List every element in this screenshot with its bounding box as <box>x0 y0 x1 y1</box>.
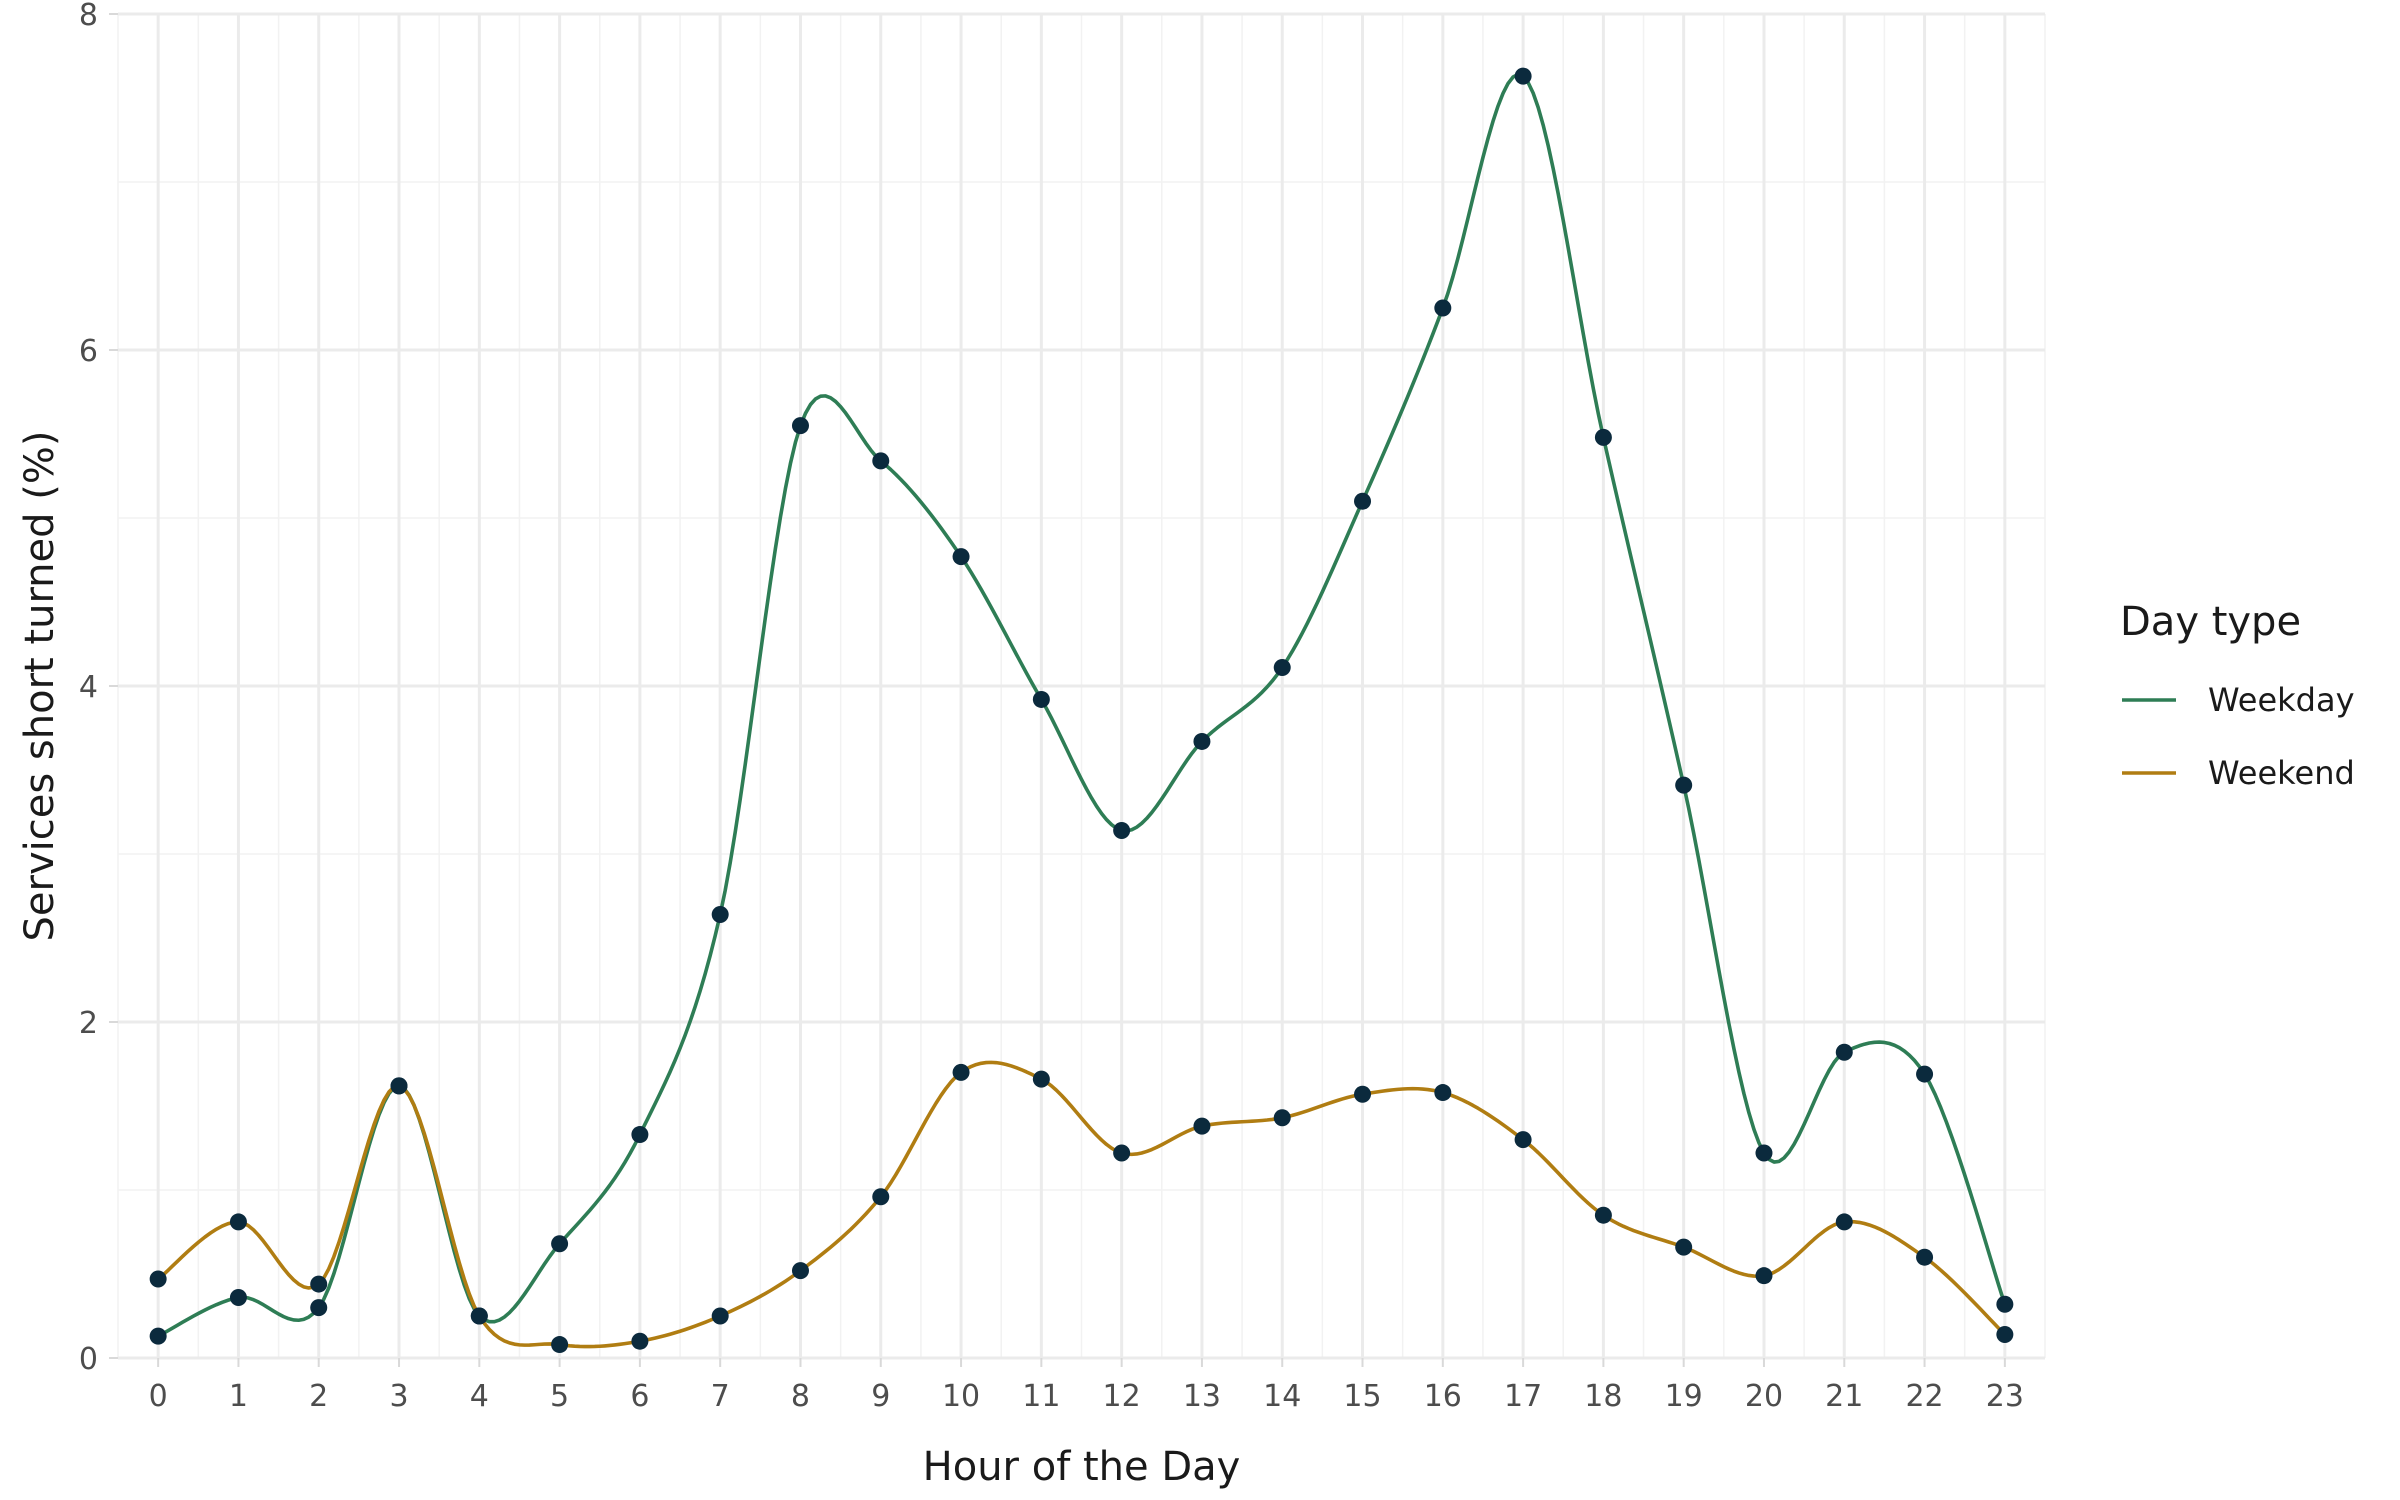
data-point-weekend-10 <box>952 1063 970 1081</box>
data-point-weekend-13 <box>1193 1117 1211 1135</box>
x-tick-label: 18 <box>1584 1379 1622 1414</box>
x-tick-label: 22 <box>1905 1379 1943 1414</box>
y-tick-label: 6 <box>79 334 98 369</box>
legend-item-weekday: Weekday <box>2122 681 2355 719</box>
data-point-weekday-7 <box>711 905 729 923</box>
y-tick-label: 8 <box>79 0 98 33</box>
data-point-weekend-4 <box>470 1307 488 1325</box>
x-tick-label: 3 <box>389 1379 408 1414</box>
data-point-weekend-17 <box>1514 1131 1532 1149</box>
data-point-weekday-18 <box>1594 428 1612 446</box>
data-point-weekday-5 <box>551 1235 569 1253</box>
data-point-weekday-22 <box>1916 1065 1934 1083</box>
data-point-weekday-12 <box>1113 821 1131 839</box>
data-point-weekday-19 <box>1675 776 1693 794</box>
data-point-weekend-16 <box>1434 1084 1452 1102</box>
data-points <box>149 67 2014 1354</box>
data-point-weekend-2 <box>310 1275 328 1293</box>
data-point-weekend-9 <box>872 1188 890 1206</box>
x-tick-label: 8 <box>791 1379 810 1414</box>
data-point-weekend-20 <box>1755 1267 1773 1285</box>
data-point-weekday-9 <box>872 452 890 470</box>
data-point-weekday-1 <box>229 1289 247 1307</box>
data-point-weekday-13 <box>1193 732 1211 750</box>
data-point-weekend-3 <box>390 1077 408 1095</box>
legend-title: Day type <box>2120 599 2301 645</box>
data-point-weekday-10 <box>952 548 970 566</box>
y-tick-label: 2 <box>79 1006 98 1041</box>
data-point-weekday-14 <box>1273 659 1291 677</box>
data-point-weekend-22 <box>1916 1248 1934 1266</box>
y-tick-label: 4 <box>79 670 98 705</box>
data-point-weekday-0 <box>149 1327 167 1345</box>
data-point-weekend-0 <box>149 1270 167 1288</box>
x-tick-label: 14 <box>1263 1379 1301 1414</box>
x-tick-label: 15 <box>1343 1379 1381 1414</box>
legend-label-weekend: Weekend <box>2208 754 2355 792</box>
x-tick-label: 1 <box>229 1379 248 1414</box>
data-point-weekend-1 <box>229 1213 247 1231</box>
x-tick-label: 0 <box>149 1379 168 1414</box>
data-point-weekend-21 <box>1835 1213 1853 1231</box>
x-axis-title: Hour of the Day <box>923 1444 1241 1490</box>
series-line-weekend <box>156 1060 2007 1349</box>
legend-items: Weekday Weekend <box>2122 681 2355 792</box>
data-point-weekday-21 <box>1835 1043 1853 1061</box>
series-lines <box>156 72 2007 1349</box>
grid <box>117 12 2046 1360</box>
x-tick-label: 7 <box>711 1379 730 1414</box>
data-point-weekend-12 <box>1113 1144 1131 1162</box>
x-tick-label: 17 <box>1504 1379 1542 1414</box>
legend: Day type Weekday Weekend <box>2120 599 2355 792</box>
data-point-weekend-6 <box>631 1332 649 1350</box>
y-tick-label: 0 <box>79 1342 98 1377</box>
x-tick-label: 11 <box>1022 1379 1060 1414</box>
x-tick-label: 16 <box>1424 1379 1462 1414</box>
data-point-weekday-8 <box>791 417 809 435</box>
x-tick-label: 19 <box>1665 1379 1703 1414</box>
data-point-weekend-18 <box>1594 1206 1612 1224</box>
data-point-weekday-2 <box>310 1299 328 1317</box>
y-axis-title: Services short turned (%) <box>17 431 63 942</box>
data-point-weekend-19 <box>1675 1238 1693 1256</box>
x-tick-label: 10 <box>942 1379 980 1414</box>
data-point-weekend-15 <box>1354 1085 1372 1103</box>
x-axis: 0 1 2 3 4 5 6 7 8 9 10 11 12 13 14 15 16 17 18 19 20 21 22 23 <box>149 1358 2024 1414</box>
data-point-weekend-8 <box>791 1262 809 1280</box>
data-point-weekend-7 <box>711 1307 729 1325</box>
x-tick-label: 13 <box>1183 1379 1221 1414</box>
data-point-weekend-11 <box>1032 1070 1050 1088</box>
x-tick-label: 12 <box>1103 1379 1141 1414</box>
legend-label-weekday: Weekday <box>2208 681 2355 719</box>
data-point-weekday-20 <box>1755 1144 1773 1162</box>
x-tick-label: 9 <box>871 1379 890 1414</box>
y-axis: 0 2 4 6 8 <box>79 0 118 1377</box>
data-point-weekend-23 <box>1996 1325 2014 1343</box>
data-point-weekday-17 <box>1514 67 1532 85</box>
x-tick-label: 6 <box>630 1379 649 1414</box>
data-point-weekday-6 <box>631 1126 649 1144</box>
x-tick-label: 5 <box>550 1379 569 1414</box>
x-tick-label: 4 <box>470 1379 489 1414</box>
data-point-weekday-11 <box>1032 690 1050 708</box>
x-tick-label: 20 <box>1745 1379 1783 1414</box>
x-tick-label: 2 <box>309 1379 328 1414</box>
legend-item-weekend: Weekend <box>2122 754 2355 792</box>
x-tick-label: 23 <box>1986 1379 2024 1414</box>
data-point-weekday-23 <box>1996 1295 2014 1313</box>
x-tick-label: 21 <box>1825 1379 1863 1414</box>
data-point-weekend-14 <box>1273 1109 1291 1127</box>
data-point-weekday-15 <box>1354 492 1372 510</box>
data-point-weekend-5 <box>551 1336 569 1354</box>
data-point-weekday-16 <box>1434 299 1452 317</box>
